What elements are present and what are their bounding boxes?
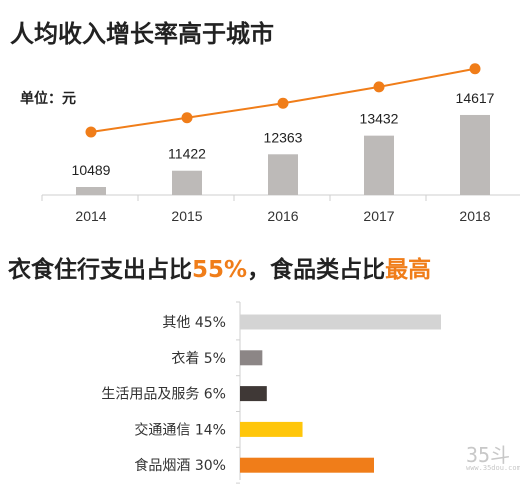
watermark-main: 35斗 — [466, 443, 511, 467]
title-prefix: 衣食住行支出占比 — [8, 257, 192, 283]
income-bar — [364, 135, 394, 195]
bar-value-label: 10489 — [72, 162, 111, 178]
income-bar — [172, 170, 202, 195]
income-bar — [268, 154, 298, 195]
income-bar — [460, 114, 490, 195]
x-tick-label: 2018 — [459, 208, 490, 224]
trend-point — [85, 126, 97, 138]
bar-value-label: 14617 — [456, 90, 495, 106]
category-label: 生活用品及服务 6% — [101, 387, 226, 403]
watermark-logo: 35斗 www.35dou.com — [466, 443, 520, 472]
trend-point — [277, 97, 289, 109]
expense-bar — [240, 457, 374, 473]
income-chart: 10489 2014 11422 2015 12363 2016 13432 2017 1461… — [41, 63, 520, 224]
title-pct: 55% — [192, 257, 248, 283]
x-tick-label: 2015 — [171, 208, 202, 224]
category-label: 食品烟酒 30% — [134, 457, 226, 474]
bar-value-label: 13432 — [360, 111, 399, 127]
income-bar — [76, 187, 106, 195]
trend-point — [373, 81, 385, 93]
bar-value-label: 12363 — [264, 129, 303, 145]
title-highlight: 最高 — [385, 257, 432, 283]
watermark-sub: www.35dou.com — [466, 464, 520, 472]
top-chart-title: 人均收入增长率高于城市 — [10, 20, 274, 48]
bar-value-label: 11422 — [168, 146, 206, 162]
trend-point — [181, 112, 193, 124]
expense-bar — [240, 314, 441, 330]
expense-bar — [240, 350, 263, 366]
title-middle: ，食品类占比 — [247, 257, 386, 283]
expense-bar — [240, 421, 303, 437]
category-label: 交通通信 14% — [134, 421, 226, 438]
unit-label: 单位：元 — [20, 91, 76, 107]
x-tick-label: 2016 — [267, 208, 298, 224]
x-tick-label: 2014 — [75, 208, 106, 224]
x-tick-label: 2017 — [363, 208, 394, 224]
bottom-chart-title: 衣食住行支出占比55%，食品类占比最高 — [8, 250, 431, 284]
category-label: 其他 45% — [162, 315, 226, 331]
category-label: 衣着 5% — [171, 351, 226, 367]
expense-bar — [240, 386, 267, 402]
trend-point — [469, 63, 481, 75]
